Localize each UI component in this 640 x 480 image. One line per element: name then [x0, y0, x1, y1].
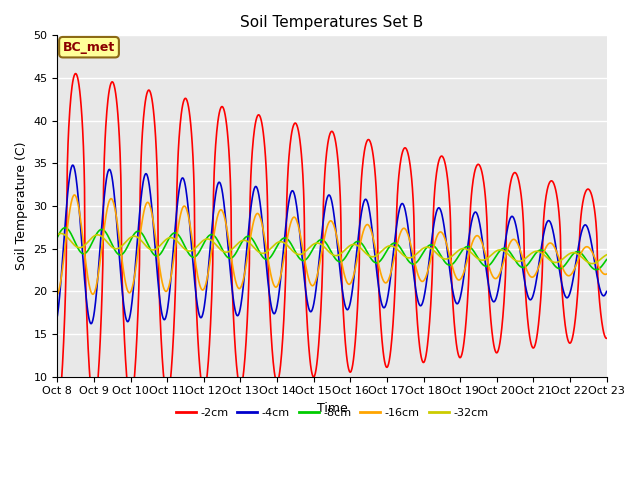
-8cm	[367, 254, 374, 260]
-8cm	[593, 267, 600, 273]
Text: BC_met: BC_met	[63, 41, 115, 54]
Line: -4cm: -4cm	[58, 165, 607, 324]
-8cm	[298, 257, 306, 263]
-8cm	[308, 248, 316, 253]
-8cm	[119, 251, 127, 257]
-2cm	[72, 71, 79, 76]
-4cm	[603, 288, 611, 294]
-16cm	[308, 283, 316, 288]
-32cm	[298, 251, 306, 257]
-32cm	[57, 230, 65, 236]
-8cm	[603, 257, 611, 263]
-16cm	[119, 262, 127, 267]
-16cm	[97, 257, 104, 263]
-16cm	[287, 220, 294, 226]
-32cm	[119, 242, 127, 248]
-16cm	[298, 242, 306, 248]
-4cm	[69, 162, 77, 168]
-16cm	[54, 292, 61, 298]
Legend: -2cm, -4cm, -8cm, -16cm, -32cm: -2cm, -4cm, -8cm, -16cm, -32cm	[172, 404, 493, 422]
-4cm	[87, 321, 95, 326]
-8cm	[54, 234, 61, 240]
Line: -2cm: -2cm	[58, 73, 607, 411]
X-axis label: Time: Time	[317, 402, 348, 415]
Y-axis label: Soil Temperature (C): Soil Temperature (C)	[15, 142, 28, 270]
-16cm	[603, 271, 611, 277]
-2cm	[298, 161, 306, 167]
-32cm	[97, 233, 104, 239]
-32cm	[603, 252, 611, 258]
-2cm	[54, 408, 61, 414]
-16cm	[71, 192, 79, 198]
-2cm	[308, 371, 316, 376]
Line: -32cm: -32cm	[58, 233, 607, 264]
-16cm	[367, 225, 374, 231]
-32cm	[588, 261, 596, 266]
-4cm	[287, 189, 295, 195]
-8cm	[97, 227, 104, 233]
-4cm	[367, 216, 374, 221]
-2cm	[119, 291, 127, 297]
Line: -8cm: -8cm	[58, 228, 607, 270]
-4cm	[119, 296, 127, 301]
Title: Soil Temperatures Set B: Soil Temperatures Set B	[241, 15, 424, 30]
-2cm	[367, 139, 374, 145]
-2cm	[97, 336, 104, 342]
-32cm	[308, 242, 316, 248]
-4cm	[54, 312, 61, 318]
-2cm	[287, 136, 294, 142]
-8cm	[287, 240, 294, 246]
-4cm	[97, 238, 104, 244]
-4cm	[308, 307, 316, 312]
-8cm	[61, 225, 69, 230]
-32cm	[287, 246, 294, 252]
-32cm	[54, 232, 61, 238]
-2cm	[603, 336, 611, 341]
-4cm	[299, 258, 307, 264]
-32cm	[367, 253, 374, 259]
Line: -16cm: -16cm	[58, 195, 607, 295]
